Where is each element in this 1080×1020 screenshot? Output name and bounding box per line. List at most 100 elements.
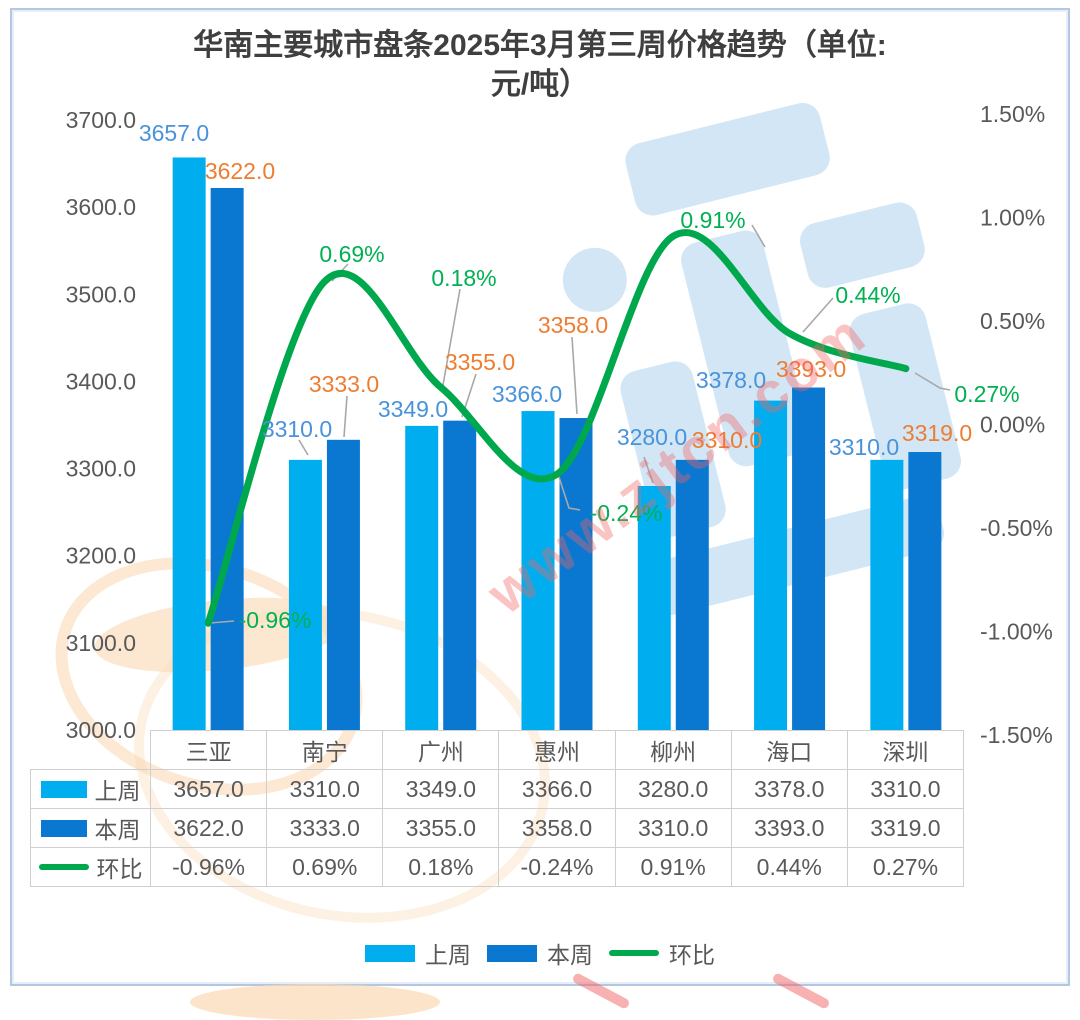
data-label-上周: 3349.0 — [378, 396, 448, 422]
right-axis-tick: 0.00% — [980, 412, 1045, 438]
legend-bar-swatch — [365, 944, 415, 962]
table-value-cell: 3622.0 — [149, 808, 268, 848]
table-value-cell: 3333.0 — [266, 808, 384, 848]
bar-本周-广州 — [443, 420, 477, 730]
table-value-cell: 0.18% — [382, 847, 500, 887]
chart-title-line1: 华南主要城市盘条2025年3月第三周价格趋势（单位: — [193, 29, 887, 62]
left-axis-tick: 3200.0 — [66, 543, 136, 569]
legend-label: 环比 — [669, 942, 715, 968]
series-name: 环比 — [96, 856, 143, 882]
bar-上周-柳州 — [637, 486, 671, 730]
data-label-环比: 0.27% — [954, 381, 1019, 407]
legend-label: 本周 — [547, 942, 593, 968]
bar-本周-海口 — [792, 387, 826, 730]
data-label-本周: 3355.0 — [445, 349, 515, 375]
table-city-header: 广州 — [382, 730, 500, 770]
legend-item-本周: 本周 — [487, 936, 593, 970]
left-axis-tick: 3100.0 — [66, 630, 136, 656]
label-leader-line — [343, 395, 348, 438]
data-label-本周: 3333.0 — [309, 371, 379, 397]
table-corner-cell — [31, 731, 151, 770]
table-row-header: 本周 — [30, 808, 151, 848]
table-city-header: 南宁 — [266, 730, 384, 770]
left-axis-tick: 3000.0 — [66, 717, 136, 743]
legend-line-swatch — [609, 950, 659, 956]
data-label-上周: 3366.0 — [492, 381, 562, 407]
table-row-header: 环比 — [30, 847, 151, 887]
left-axis-tick: 3400.0 — [66, 368, 136, 394]
label-leader-line — [914, 372, 951, 391]
chart-title: 华南主要城市盘条2025年3月第三周价格趋势（单位: 元/吨） — [12, 26, 1068, 104]
table-city-header: 柳州 — [614, 730, 732, 770]
bar-本周-三亚 — [210, 187, 244, 730]
data-label-环比: -0.96% — [239, 607, 312, 633]
table-city-header: 三亚 — [149, 730, 268, 770]
table-value-cell: 3310.0 — [846, 769, 965, 809]
right-axis-tick: -1.50% — [980, 722, 1053, 748]
data-label-本周: 3622.0 — [205, 158, 275, 184]
data-label-上周: 3310.0 — [262, 416, 332, 442]
label-leader-line — [557, 473, 581, 511]
data-label-本周: 3393.0 — [776, 356, 846, 382]
legend-bar-swatch — [40, 819, 87, 837]
left-axis-tick: 3500.0 — [66, 281, 136, 307]
left-axis-tick: 3300.0 — [66, 456, 136, 482]
table-row-header: 上周 — [30, 769, 151, 809]
legend-label: 上周 — [425, 942, 471, 968]
table-value-cell: -0.96% — [149, 847, 268, 887]
table-value-cell: 0.91% — [614, 847, 732, 887]
table-value-cell: 3280.0 — [614, 769, 732, 809]
left-axis-tick: 3600.0 — [66, 194, 136, 220]
right-axis-tick: -1.00% — [980, 619, 1053, 645]
watermark-blob — [190, 984, 440, 1020]
label-leader-line — [209, 620, 235, 624]
table-city-header: 深圳 — [846, 730, 965, 770]
label-leader-line — [643, 456, 654, 484]
data-table: 三亚 南宁 广州 惠州 柳州 海口 深圳 上周 3657.0 3310.0 3349.0 3366.0… — [30, 730, 965, 887]
legend-bar-swatch — [40, 780, 87, 798]
series-name: 本周 — [94, 817, 141, 843]
series-name: 上周 — [94, 778, 141, 804]
chart-card: 华南主要城市盘条2025年3月第三周价格趋势（单位: 元/吨） 3700.0 36… — [10, 8, 1070, 986]
data-label-上周: 3657.0 — [139, 120, 209, 146]
bar-上周-广州 — [405, 425, 439, 730]
table-value-cell: -0.24% — [498, 847, 616, 887]
data-label-环比: 0.69% — [319, 241, 384, 267]
ratio-line — [204, 229, 910, 627]
table-city-header: 惠州 — [498, 730, 616, 770]
chart-legend: 上周 本周 环比 — [12, 936, 1068, 970]
bar-本周-柳州 — [675, 459, 709, 730]
data-label-环比: -0.24% — [590, 500, 663, 526]
label-leader-line — [298, 439, 309, 456]
data-label-本周: 3310.0 — [692, 427, 762, 453]
data-label-环比: 0.18% — [431, 265, 496, 291]
table-value-cell: 3657.0 — [149, 769, 268, 809]
bar-本周-南宁 — [326, 439, 360, 730]
right-axis-tick: 1.00% — [980, 205, 1045, 231]
legend-line-swatch — [38, 864, 89, 870]
label-leader-line — [571, 336, 578, 415]
table-value-cell: 0.27% — [846, 847, 965, 887]
bar-本周-深圳 — [908, 452, 942, 730]
table-value-cell: 3310.0 — [266, 769, 384, 809]
legend-item-环比: 环比 — [609, 936, 715, 970]
table-value-cell: 3319.0 — [846, 808, 965, 848]
left-axis-tick: 3700.0 — [66, 107, 136, 133]
label-leader-line — [751, 224, 766, 248]
table-value-cell: 3355.0 — [382, 808, 500, 848]
data-label-上周: 3378.0 — [696, 367, 766, 393]
table-value-cell: 3358.0 — [498, 808, 616, 848]
right-axis-tick: 0.50% — [980, 308, 1045, 334]
table-value-cell: 0.69% — [266, 847, 384, 887]
data-label-本周: 3358.0 — [538, 312, 608, 338]
table-city-header: 海口 — [730, 730, 848, 770]
right-axis-tick: 1.50% — [980, 101, 1045, 127]
right-axis-tick: -0.50% — [980, 515, 1053, 541]
label-leader-line — [802, 297, 834, 333]
table-value-cell: 3378.0 — [730, 769, 848, 809]
bar-上周-海口 — [754, 400, 788, 730]
table-value-cell: 3310.0 — [614, 808, 732, 848]
data-label-环比: 0.91% — [680, 207, 745, 233]
data-label-上周: 3310.0 — [829, 434, 899, 460]
table-value-cell: 0.44% — [730, 847, 848, 887]
